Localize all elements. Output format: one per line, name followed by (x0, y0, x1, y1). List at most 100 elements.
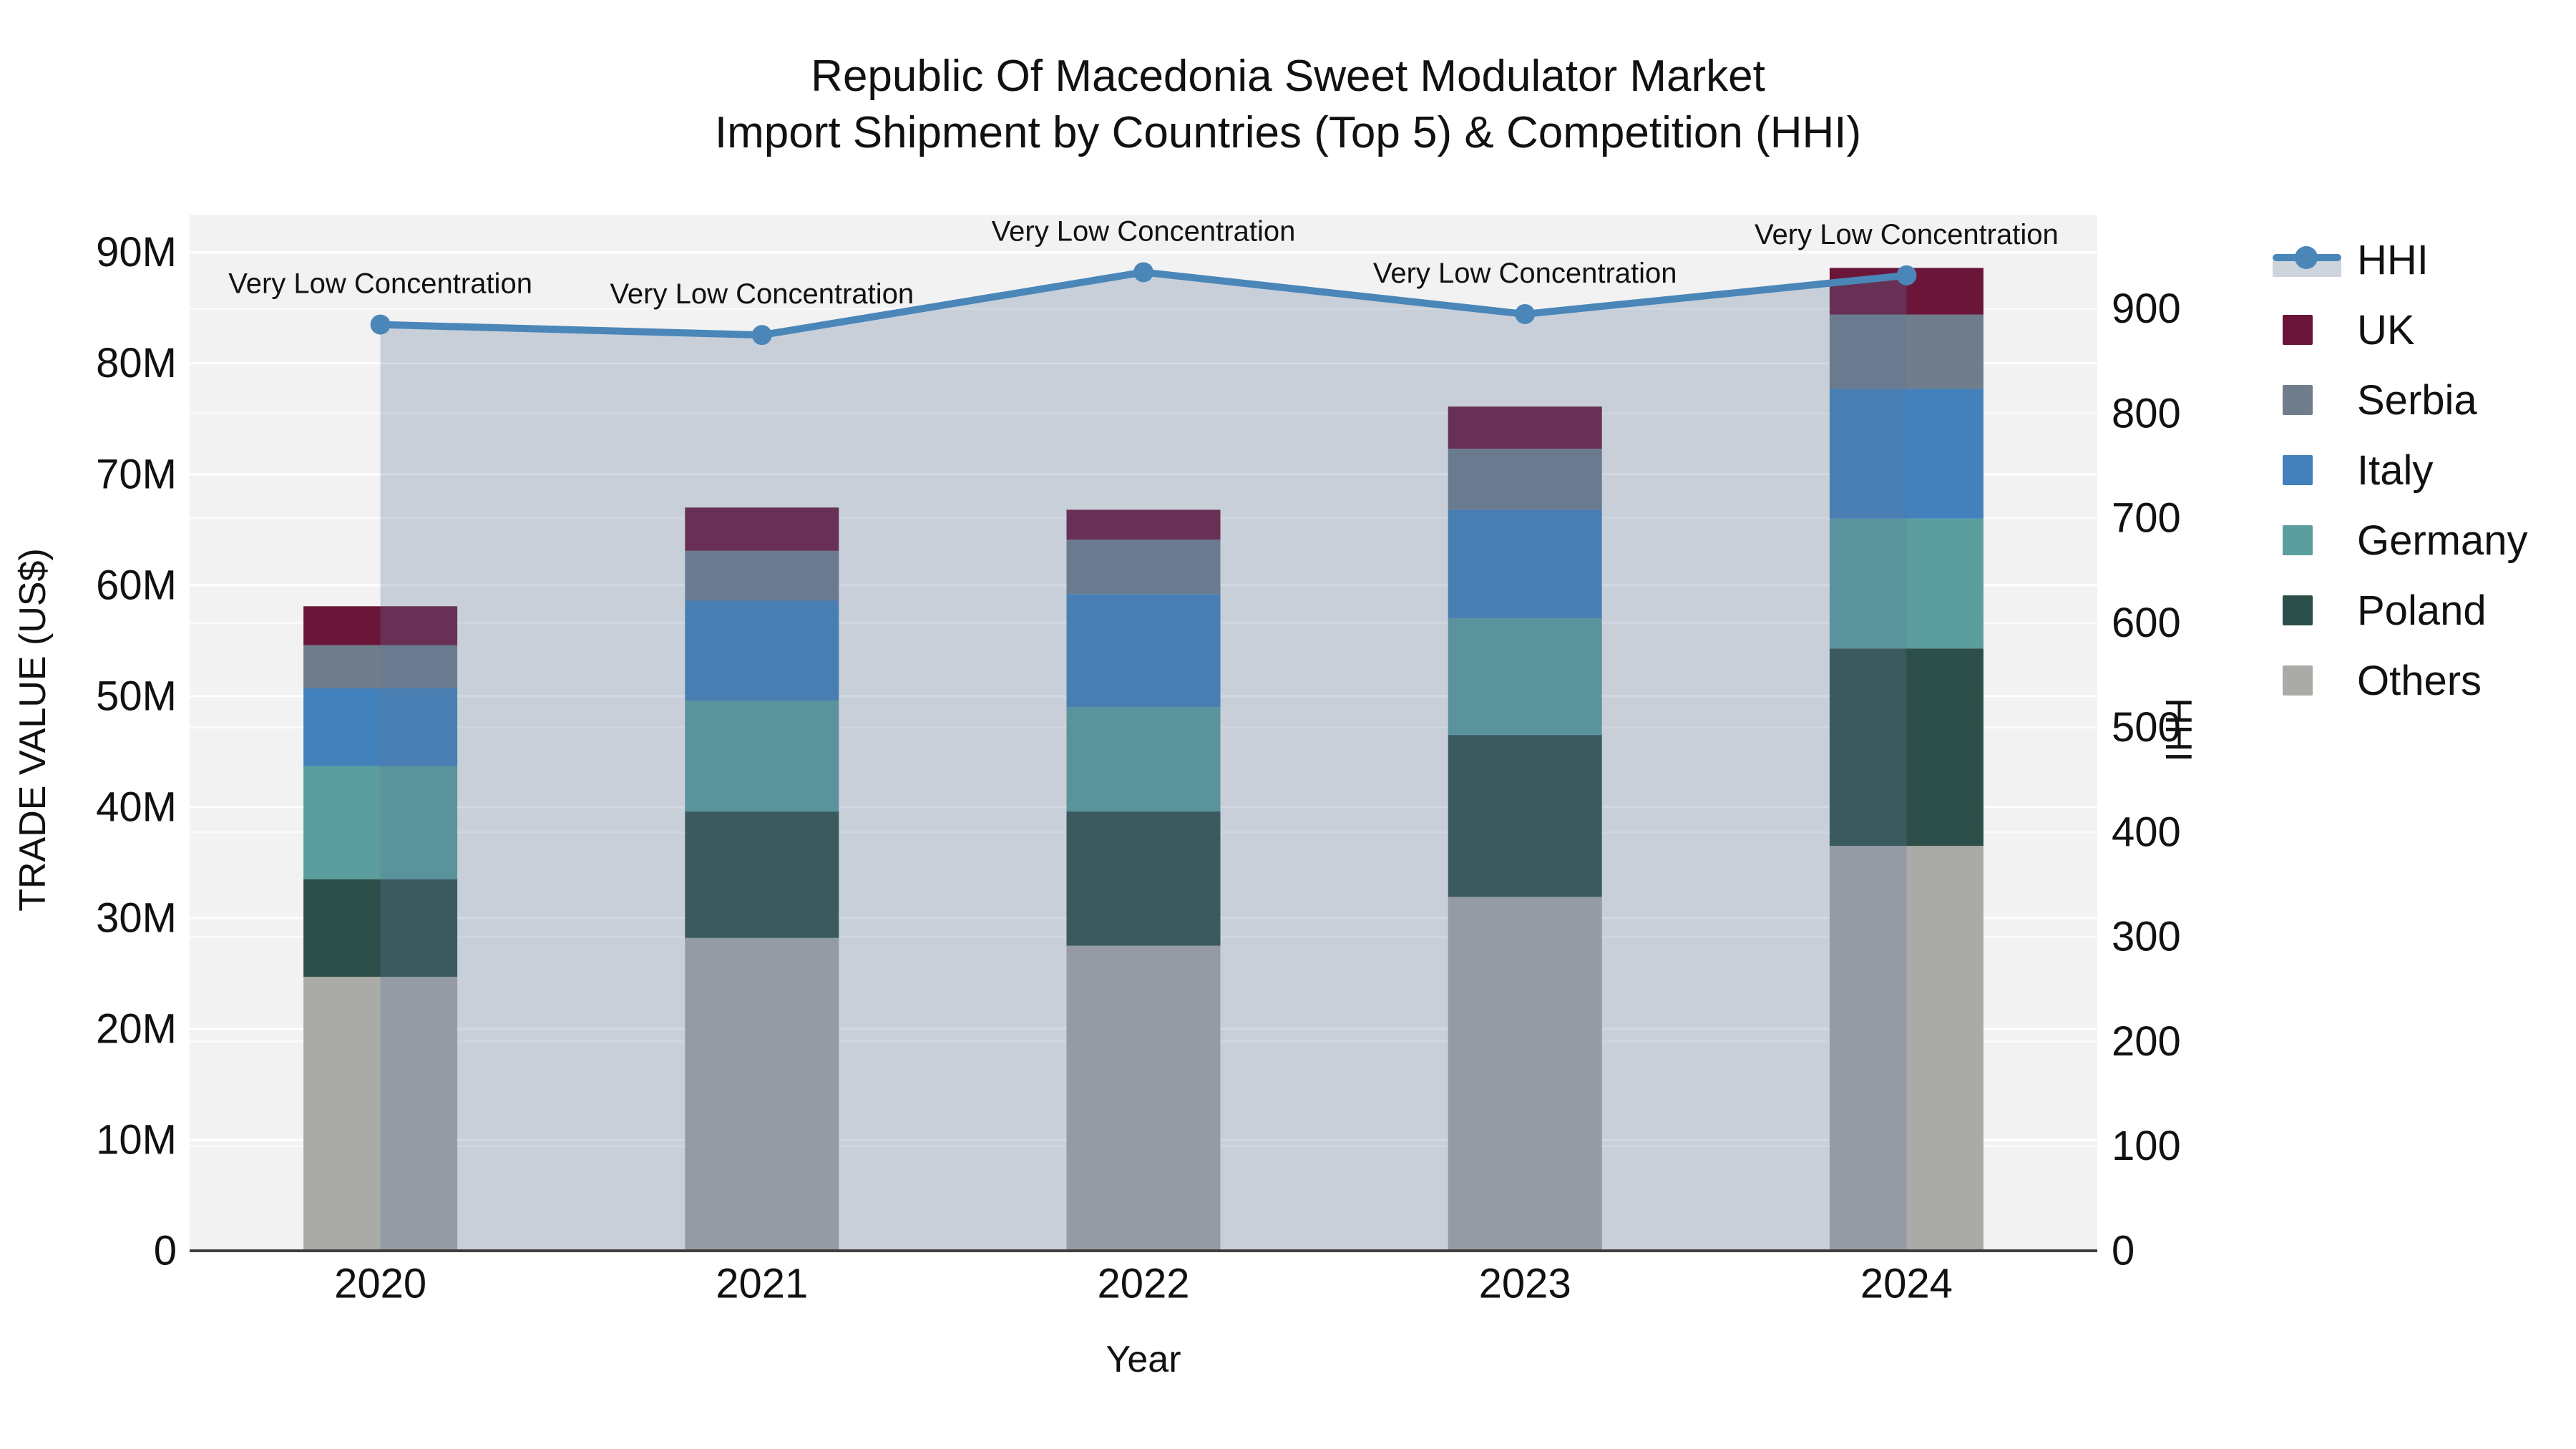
color-swatch-germany (2283, 525, 2313, 555)
bar-segment-others-2023[interactable] (1448, 897, 1602, 1251)
bar-segment-italy-2022[interactable] (1066, 594, 1221, 708)
legend-label: UK (2357, 306, 2415, 353)
hhi-marker-2020[interactable] (370, 314, 391, 335)
bar-segment-uk-2021[interactable] (685, 507, 839, 551)
legend-swatch-icon (2273, 658, 2344, 703)
bar-segment-germany-2021[interactable] (685, 701, 839, 812)
legend-item-others[interactable]: Others (2273, 645, 2528, 716)
bar-segment-germany-2020[interactable] (303, 766, 458, 879)
chart-title-line2: Import Shipment by Countries (Top 5) & C… (714, 108, 1862, 158)
legend-swatch-icon (2273, 377, 2344, 423)
legend-label: Germany (2357, 517, 2528, 564)
color-swatch-poland (2283, 595, 2313, 625)
bar-segment-serbia-2020[interactable] (303, 645, 458, 688)
y-left-tick-50M: 50M (96, 673, 177, 719)
legend-item-italy[interactable]: Italy (2273, 435, 2528, 505)
hhi-area-fill (380, 272, 1907, 1251)
x-tick-2020: 2020 (334, 1261, 426, 1307)
bar-segment-poland-2024[interactable] (1829, 648, 1984, 847)
y-right-tick-700: 700 (2112, 495, 2181, 542)
y-left-tick-30M: 30M (96, 894, 177, 941)
annotation-2023: Very Low Concentration (1373, 258, 1677, 289)
annotation-2022: Very Low Concentration (992, 215, 1296, 247)
bar-segment-italy-2020[interactable] (303, 688, 458, 766)
y-right-tick-500: 500 (2112, 704, 2181, 751)
y-axis-title-right: HHI (2157, 698, 2199, 762)
bar-segment-poland-2020[interactable] (303, 879, 458, 977)
legend-item-serbia[interactable]: Serbia (2273, 365, 2528, 435)
x-axis-title: Year (1106, 1339, 1181, 1380)
bar-segment-serbia-2024[interactable] (1829, 314, 1984, 389)
y-left-tick-10M: 10M (96, 1116, 177, 1163)
bar-segment-others-2020[interactable] (303, 977, 458, 1251)
annotation-2024: Very Low Concentration (1755, 219, 2059, 250)
legend: HHI UK Serbia Italy Germany Poland Others (2273, 225, 2528, 716)
x-tick-2023: 2023 (1479, 1261, 1571, 1307)
legend-swatch-icon (2273, 447, 2344, 493)
y-right-tick-900: 900 (2112, 286, 2181, 332)
y-left-tick-90M: 90M (96, 229, 177, 275)
y-right-tick-400: 400 (2112, 809, 2181, 855)
legend-item-poland[interactable]: Poland (2273, 575, 2528, 645)
bar-segment-poland-2022[interactable] (1066, 811, 1221, 946)
legend-label: Serbia (2357, 376, 2477, 424)
bar-segment-italy-2021[interactable] (685, 600, 839, 701)
legend-label: Poland (2357, 587, 2487, 634)
legend-item-uk[interactable]: UK (2273, 295, 2528, 365)
hhi-marker-2022[interactable] (1133, 262, 1153, 283)
hhi-marker-2024[interactable] (1896, 265, 1917, 286)
bar-segment-uk-2023[interactable] (1448, 406, 1602, 449)
x-tick-2022: 2022 (1097, 1261, 1189, 1307)
bar-segment-serbia-2022[interactable] (1066, 540, 1221, 595)
y-right-tick-200: 200 (2112, 1018, 2181, 1065)
legend-label: HHI (2357, 236, 2429, 283)
y-right-tick-0: 0 (2112, 1228, 2135, 1274)
bar-segment-italy-2023[interactable] (1448, 509, 1602, 619)
bar-segment-germany-2023[interactable] (1448, 618, 1602, 736)
bar-segment-others-2022[interactable] (1066, 945, 1221, 1251)
x-tick-2024: 2024 (1860, 1261, 1953, 1307)
legend-item-hhi[interactable]: HHI (2273, 225, 2528, 295)
bar-segment-poland-2023[interactable] (1448, 735, 1602, 897)
y-right-tick-600: 600 (2112, 600, 2181, 646)
y-left-tick-80M: 80M (96, 340, 177, 386)
bar-segment-italy-2024[interactable] (1829, 389, 1984, 519)
hhi-marker-2021[interactable] (751, 325, 772, 346)
bar-segment-others-2024[interactable] (1829, 846, 1984, 1251)
annotation-2020: Very Low Concentration (228, 268, 532, 300)
chart-title: Republic Of Macedonia Sweet Modulator Ma… (0, 50, 2576, 159)
y-left-tick-40M: 40M (96, 784, 177, 830)
bar-segment-serbia-2021[interactable] (685, 550, 839, 601)
color-swatch-others (2283, 665, 2313, 696)
legend-label: Others (2357, 657, 2482, 704)
color-swatch-uk (2283, 315, 2313, 345)
hhi-marker-2023[interactable] (1515, 303, 1536, 324)
chart-title-line1: Republic Of Macedonia Sweet Modulator Ma… (811, 52, 1765, 101)
y-right-tick-300: 300 (2112, 914, 2181, 960)
y-right-tick-800: 800 (2112, 390, 2181, 436)
x-tick-2021: 2021 (716, 1261, 808, 1307)
bar-segment-germany-2024[interactable] (1829, 518, 1984, 649)
bar-segment-others-2021[interactable] (685, 937, 839, 1251)
y-left-tick-20M: 20M (96, 1005, 177, 1052)
legend-swatch-icon (2273, 517, 2344, 563)
y-left-tick-70M: 70M (96, 451, 177, 497)
color-swatch-serbia (2283, 385, 2313, 415)
bar-segment-uk-2020[interactable] (303, 606, 458, 645)
color-swatch-italy (2283, 455, 2313, 485)
hhi-marker-icon (2295, 246, 2318, 269)
bar-segment-uk-2022[interactable] (1066, 509, 1221, 540)
legend-item-germany[interactable]: Germany (2273, 505, 2528, 575)
bar-segment-poland-2021[interactable] (685, 811, 839, 938)
bar-segment-serbia-2023[interactable] (1448, 449, 1602, 510)
legend-swatch-icon (2273, 587, 2344, 633)
bar-segment-germany-2022[interactable] (1066, 707, 1221, 812)
y-left-tick-0: 0 (154, 1228, 177, 1274)
y-right-tick-100: 100 (2112, 1123, 2181, 1169)
y-left-tick-60M: 60M (96, 562, 177, 608)
legend-label: Italy (2357, 447, 2434, 494)
hhi-line-icon (2273, 237, 2344, 283)
annotation-2021: Very Low Concentration (610, 278, 914, 310)
